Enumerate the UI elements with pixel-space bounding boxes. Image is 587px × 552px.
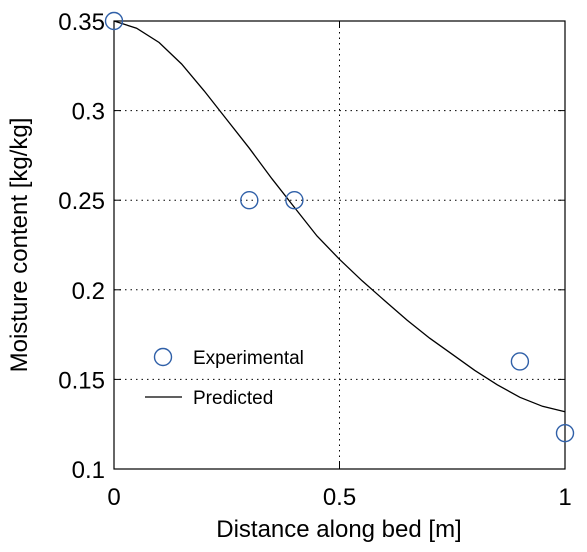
experimental-point: [510, 352, 530, 371]
y-tick-label: 0.1: [72, 457, 105, 484]
legend: Experimental Predicted: [145, 347, 304, 409]
y-tick-label: 0.2: [72, 278, 105, 305]
y-tick-label: 0.35: [58, 9, 105, 36]
y-tick-label: 0.3: [72, 99, 105, 126]
x-tick-labels: 0 0.5 1: [107, 484, 571, 511]
legend-marker-experimental: [153, 347, 173, 367]
x-tick-label: 1: [558, 484, 571, 511]
grid: [114, 21, 565, 469]
x-tick-label: 0: [107, 484, 120, 511]
y-axis-title: Moisture content [kg/kg]: [6, 118, 33, 373]
experimental-point: [240, 190, 259, 210]
y-tick-labels: 0.1 0.15 0.2 0.25 0.3 0.35: [58, 9, 105, 484]
predicted-line: [113, 20, 566, 413]
legend-label-experimental: Experimental: [193, 348, 304, 369]
experimental-point: [104, 11, 124, 31]
legend-label-predicted: Predicted: [193, 388, 273, 409]
experimental-point: [285, 190, 304, 210]
experimental-point: [555, 423, 575, 443]
x-axis-title: Distance along bed [m]: [216, 516, 461, 543]
axis-ticks: [113, 20, 566, 470]
y-tick-label: 0.15: [58, 367, 105, 394]
y-tick-label: 0.25: [58, 188, 105, 215]
series-layer: [104, 11, 575, 443]
x-tick-label: 0.5: [323, 484, 356, 511]
